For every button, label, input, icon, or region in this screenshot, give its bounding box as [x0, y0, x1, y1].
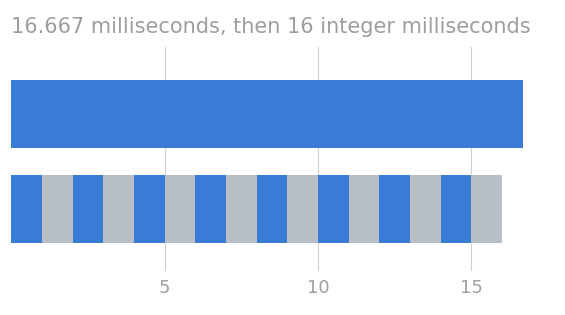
Bar [441, 175, 471, 243]
Bar [471, 175, 502, 243]
Bar [103, 175, 134, 243]
Bar [73, 175, 103, 243]
Bar [134, 175, 164, 243]
Bar [318, 175, 349, 243]
Bar [410, 175, 441, 243]
Text: 16.667 milliseconds, then 16 integer milliseconds: 16.667 milliseconds, then 16 integer mil… [11, 17, 531, 37]
Bar [257, 175, 288, 243]
Bar [11, 175, 42, 243]
Bar [288, 175, 318, 243]
Bar [11, 80, 523, 148]
Bar [226, 175, 257, 243]
Bar [195, 175, 226, 243]
Bar [42, 175, 73, 243]
Bar [379, 175, 410, 243]
Bar [349, 175, 379, 243]
Bar [164, 175, 195, 243]
